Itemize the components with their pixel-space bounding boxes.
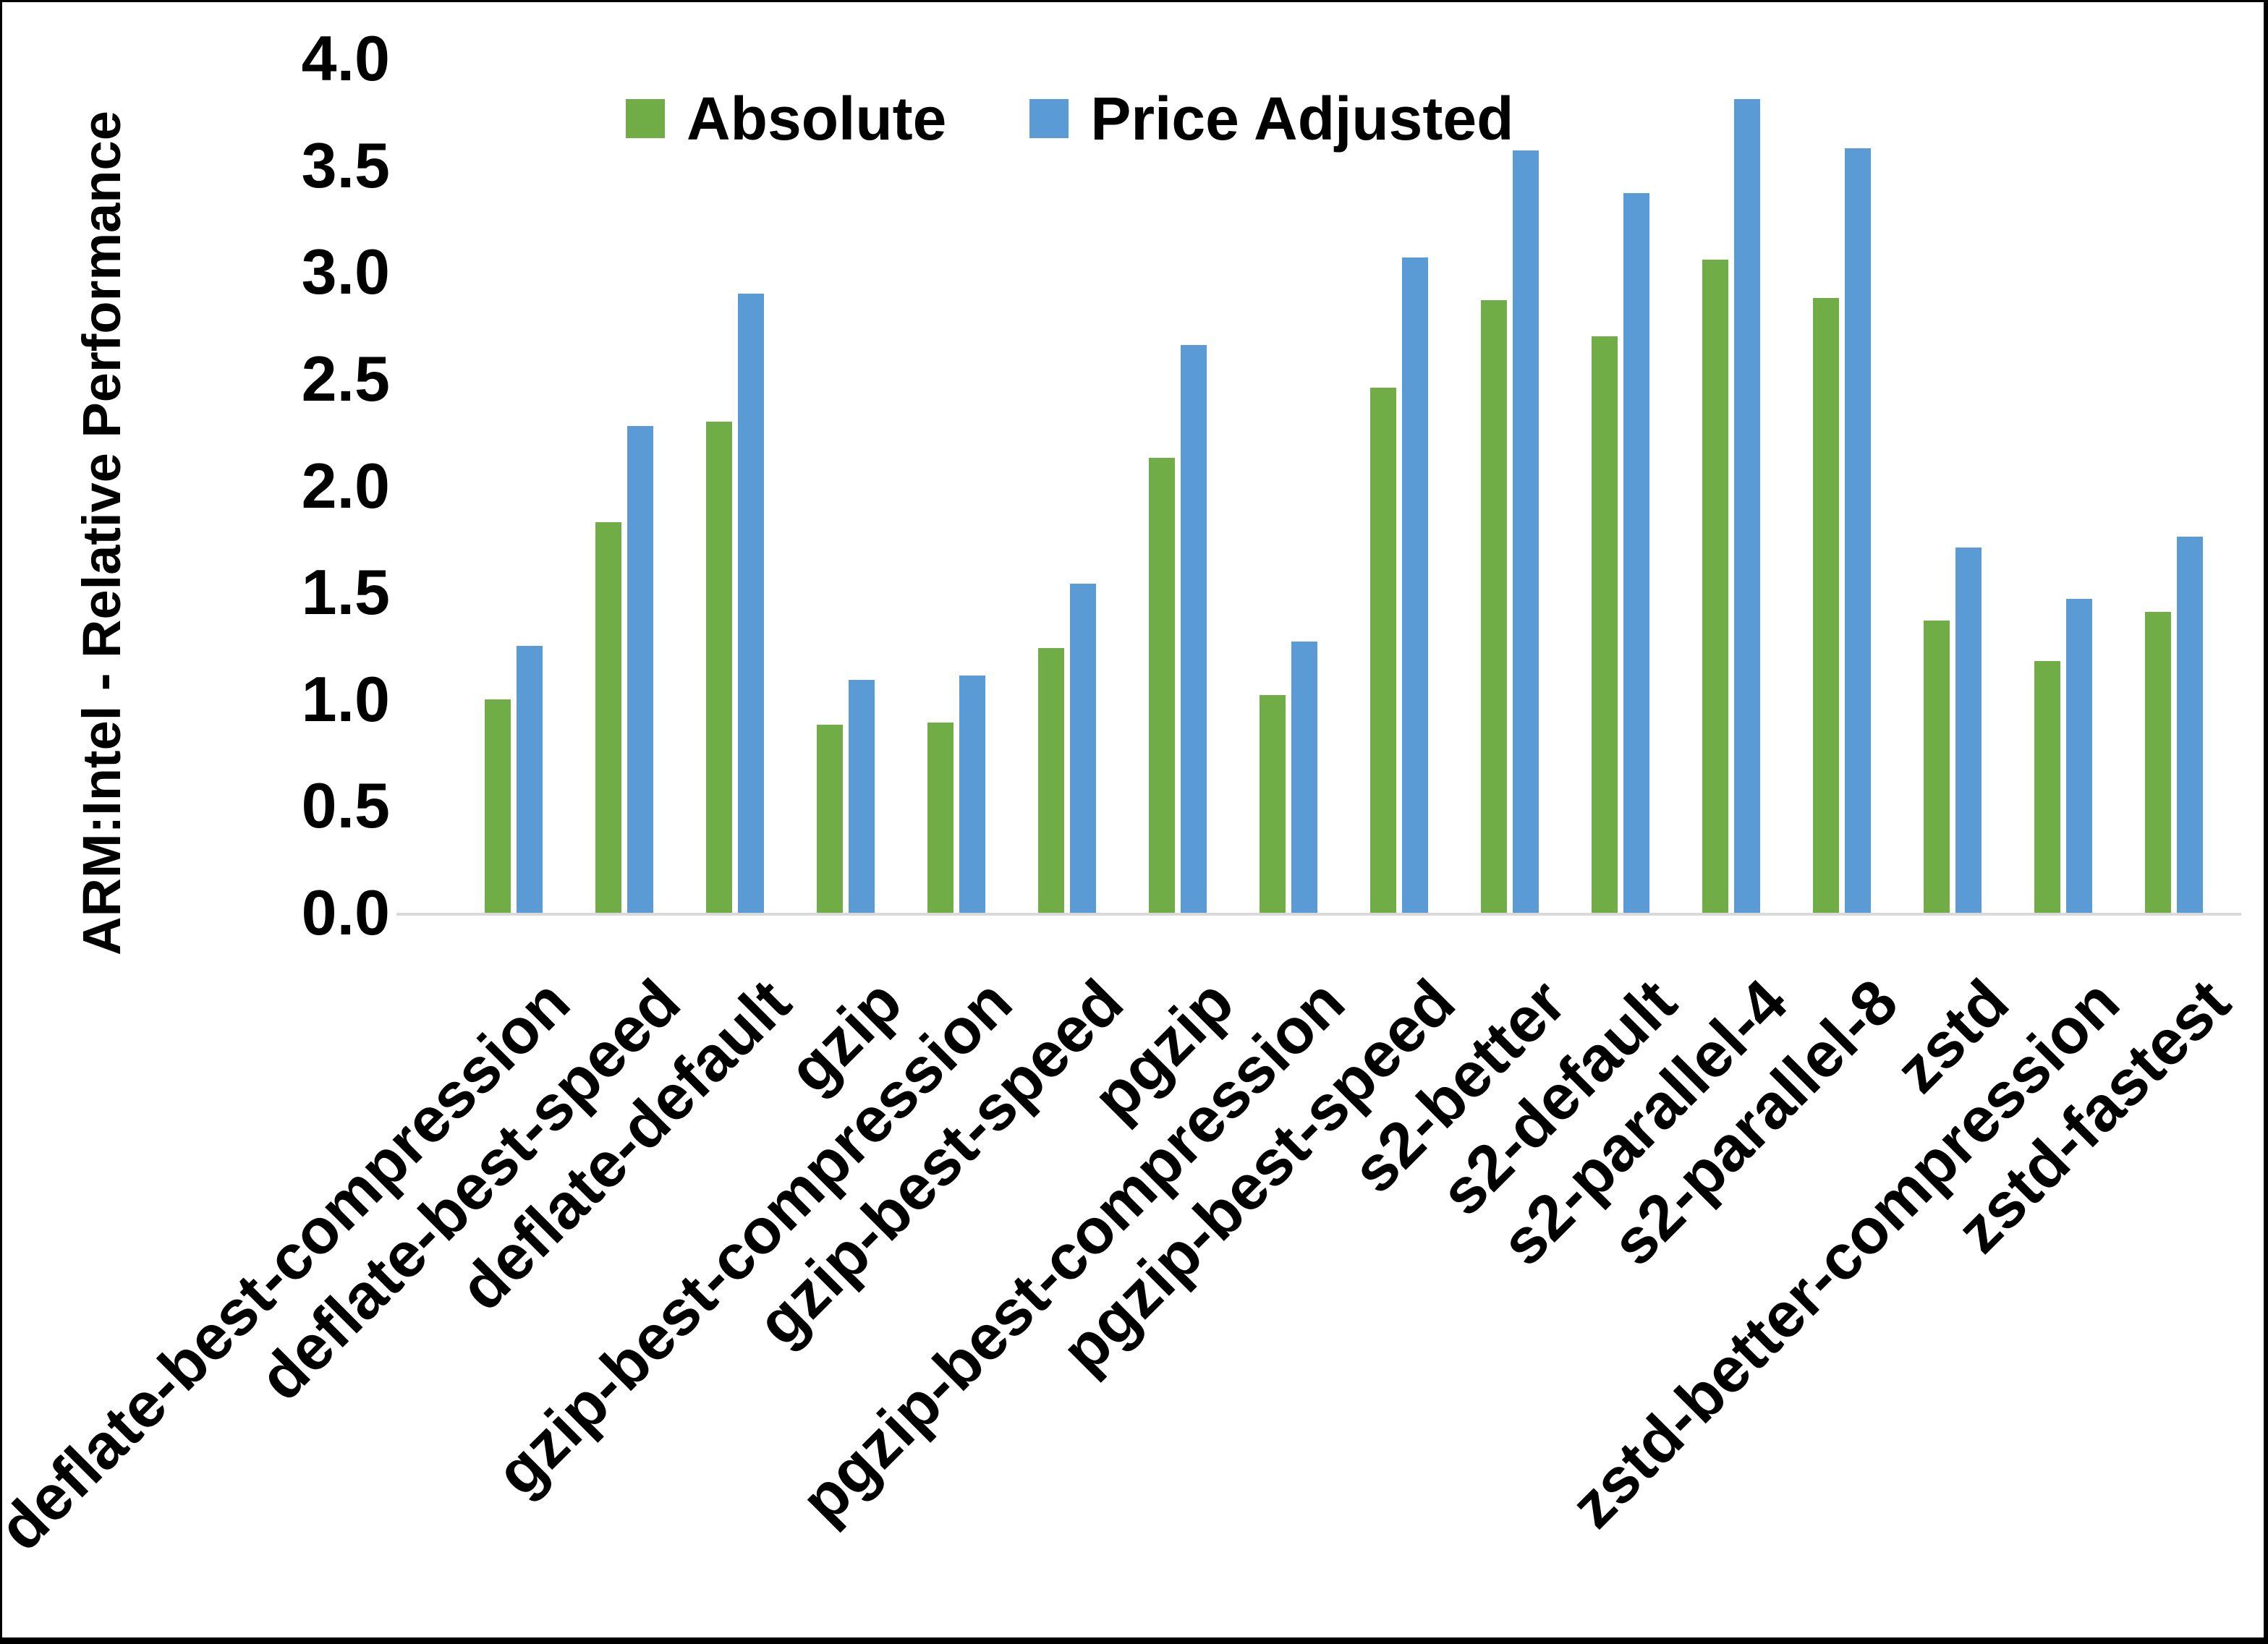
x-axis-line [396, 913, 2241, 916]
bar-absolute [1260, 694, 1286, 913]
bar-price-adjusted [849, 680, 875, 913]
bar-absolute [2034, 660, 2060, 913]
legend-label-price-adjusted: Price Adjusted [1090, 85, 1514, 153]
bar-price-adjusted [1734, 99, 1760, 913]
bar-absolute [1038, 647, 1064, 913]
bar-absolute [1149, 458, 1175, 913]
legend-entry-price-adjusted: Price Adjusted [1029, 85, 1514, 153]
bar-price-adjusted [2066, 598, 2092, 913]
y-tick-label: 4.0 [301, 22, 390, 94]
y-tick-label: 1.5 [301, 556, 390, 629]
bar-absolute [817, 725, 843, 913]
bar-absolute [1592, 336, 1618, 913]
bar-price-adjusted [1955, 548, 1982, 913]
bar-absolute [1924, 620, 1950, 913]
legend-entry-absolute: Absolute [626, 85, 947, 153]
bar-price-adjusted [1070, 584, 1096, 913]
bar-price-adjusted [2177, 537, 2203, 913]
bar-price-adjusted [627, 425, 653, 913]
bar-price-adjusted [1513, 150, 1539, 913]
bar-price-adjusted [1623, 193, 1649, 913]
legend-label-absolute: Absolute [687, 85, 947, 153]
bar-absolute [706, 421, 732, 913]
bar-price-adjusted [1291, 642, 1317, 913]
bar-price-adjusted [517, 645, 543, 913]
y-tick-label: 0.5 [301, 770, 390, 842]
bar-absolute [1481, 299, 1507, 913]
bar-absolute [1370, 387, 1396, 913]
y-tick-label: 2.5 [301, 342, 390, 414]
bar-price-adjusted [1402, 257, 1428, 913]
legend-swatch-price-adjusted [1029, 99, 1069, 138]
legend: Absolute Price Adjusted [626, 85, 1514, 153]
bar-absolute [927, 723, 954, 913]
bar-absolute [2145, 611, 2171, 913]
bar-price-adjusted [959, 676, 985, 913]
y-tick-label: 3.0 [301, 236, 390, 308]
bar-price-adjusted [738, 293, 764, 913]
y-tick-label: 0.0 [301, 877, 390, 948]
bar-absolute [1702, 259, 1728, 913]
bar-absolute [485, 699, 511, 913]
y-tick-label: 2.0 [301, 449, 390, 521]
bar-absolute [595, 521, 621, 913]
y-tick-label: 3.5 [301, 129, 390, 201]
bar-absolute [1813, 297, 1839, 913]
legend-swatch-absolute [626, 99, 665, 138]
bar-price-adjusted [1181, 344, 1207, 913]
y-tick-label: 1.0 [301, 663, 390, 735]
bar-price-adjusted [1845, 148, 1871, 913]
